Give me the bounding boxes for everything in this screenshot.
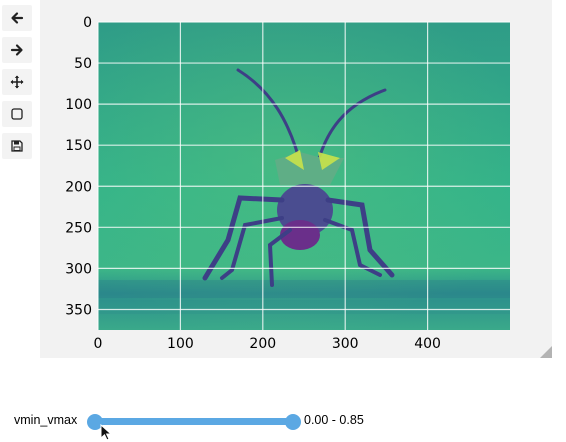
image-display: [98, 22, 510, 330]
x-tick-label: 400: [414, 336, 441, 352]
forward-button[interactable]: [2, 37, 32, 63]
y-tick-label: 200: [65, 179, 92, 195]
y-tick-label: 300: [65, 261, 92, 277]
figure-toolbar: [0, 0, 40, 442]
y-tick-label: 250: [65, 220, 92, 236]
slider-label: vmin_vmax: [14, 413, 78, 427]
move-icon: [10, 75, 24, 89]
pan-button[interactable]: [2, 69, 32, 95]
mouse-cursor-icon: [100, 424, 113, 441]
floppy-disk-icon: [11, 140, 23, 152]
x-axis: 0 100 200 300 400: [94, 336, 441, 352]
y-tick-label: 50: [74, 56, 92, 72]
save-button[interactable]: [2, 133, 32, 159]
x-tick-label: 300: [332, 336, 359, 352]
zoom-rect-button[interactable]: [2, 101, 32, 127]
y-tick-label: 100: [65, 97, 92, 113]
x-tick-label: 100: [167, 336, 194, 352]
y-tick-label: 150: [65, 138, 92, 154]
range-slider-min-handle[interactable]: [87, 414, 103, 430]
slider-readout: 0.00 - 0.85: [304, 413, 364, 427]
range-slider-selection: [95, 418, 293, 425]
grid-lines: [97, 21, 510, 330]
y-tick-label: 0: [83, 15, 92, 31]
resize-handle[interactable]: [540, 346, 552, 358]
x-tick-label: 0: [94, 336, 103, 352]
back-button[interactable]: [2, 5, 32, 31]
arrow-right-icon: [10, 44, 23, 56]
x-tick-label: 200: [249, 336, 276, 352]
y-tick-label: 350: [65, 302, 92, 318]
y-axis: 0 50 100 150 200 250 300 350: [65, 15, 92, 318]
range-slider-track[interactable]: [95, 418, 293, 425]
range-slider-max-handle[interactable]: [285, 414, 301, 430]
arrow-left-icon: [11, 12, 24, 24]
square-icon: [11, 108, 23, 120]
plot-area[interactable]: 0 100 200 300 400 0 50 100 150 200 250 300 350: [0, 0, 566, 360]
